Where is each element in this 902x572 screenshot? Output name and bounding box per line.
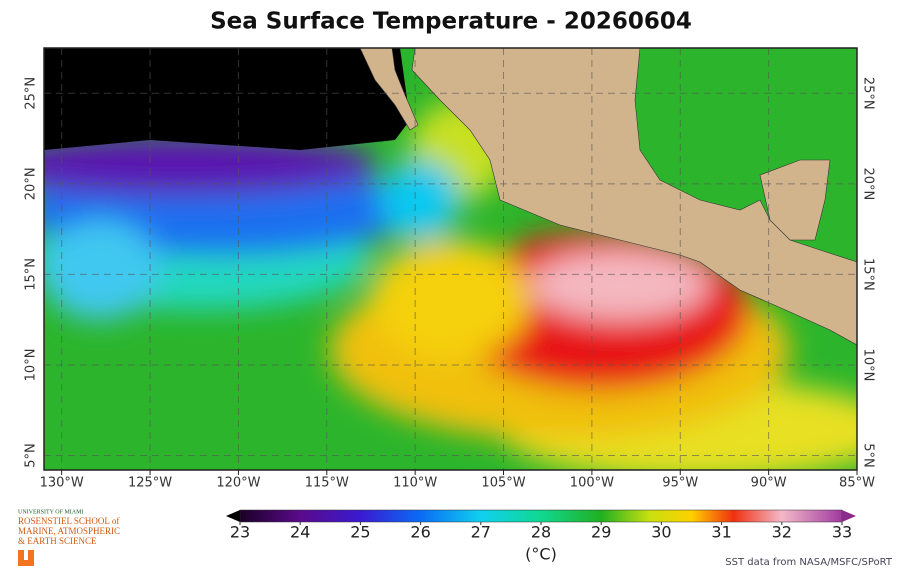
- logo: UNIVERSITY OF MIAMI ROSENSTIEL SCHOOL of…: [18, 509, 120, 566]
- lat-tick-label: 5°N: [861, 443, 876, 468]
- colorbar-tick-label: 26: [410, 523, 430, 542]
- graticule: [44, 48, 858, 470]
- colorbar-tick-label: 33: [832, 523, 852, 542]
- gulf: [640, 48, 857, 200]
- lat-tick-label: 25°N: [24, 77, 39, 110]
- colorbar-tick-label: 31: [711, 523, 731, 542]
- lon-tick-label: 85°W: [839, 476, 875, 491]
- title: Sea Surface Temperature - 20260604: [210, 9, 692, 35]
- temperature-patches: [44, 100, 857, 470]
- map-frame: [43, 47, 858, 471]
- lat-tick-label: 20°N: [861, 167, 876, 200]
- logo-line: ROSENSTIEL SCHOOL of: [18, 516, 119, 526]
- lon-tick-label: 120°W: [216, 476, 260, 491]
- colorbar-tick-label: 30: [651, 523, 671, 542]
- logo-line: UNIVERSITY OF MIAMI: [18, 509, 83, 515]
- lon-tick-label: 110°W: [393, 476, 437, 491]
- logo-line: MARINE, ATMOSPHERIC: [18, 526, 120, 536]
- colorbar-tick-label: 23: [230, 523, 250, 542]
- colorbar-low: [226, 510, 240, 522]
- lat-tick-label: 10°N: [861, 349, 876, 382]
- colorbar-tick-label: 32: [772, 523, 792, 542]
- colorbar-unit: (°C): [525, 545, 557, 564]
- lat-tick-label: 10°N: [24, 349, 39, 382]
- sst-field: [44, 48, 857, 470]
- land: [411, 48, 857, 346]
- land: [359, 48, 419, 131]
- colorbar-tick-label: 25: [350, 523, 370, 542]
- lon-tick-label: 115°W: [305, 476, 349, 491]
- colorbar-tick-label: 24: [290, 523, 310, 542]
- colorbar: [239, 509, 843, 523]
- lat-tick-label: 15°N: [861, 258, 876, 291]
- colorbar-tick-label: 27: [471, 523, 491, 542]
- lon-tick-label: 105°W: [481, 476, 525, 491]
- lon-tick-label: 125°W: [128, 476, 172, 491]
- credit: SST data from NASA/MSFC/SPoRT: [725, 557, 893, 568]
- lat-tick-label: 20°N: [24, 167, 39, 200]
- lat-tick-label: 15°N: [24, 258, 39, 291]
- lon-tick-label: 95°W: [662, 476, 698, 491]
- lon-tick-label: 100°W: [570, 476, 614, 491]
- colorbar-tick-label: 28: [531, 523, 551, 542]
- logo-mark: [18, 550, 34, 566]
- land: [759, 159, 831, 241]
- colorbar-high: [842, 510, 856, 522]
- lon-tick-label: 130°W: [40, 476, 84, 491]
- lat-tick-label: 25°N: [861, 77, 876, 110]
- lat-tick-label: 5°N: [24, 443, 39, 468]
- colorbar-tick-label: 29: [591, 523, 611, 542]
- no-data: [44, 48, 410, 150]
- lon-tick-label: 90°W: [751, 476, 787, 491]
- logo-line: & EARTH SCIENCE: [18, 536, 97, 546]
